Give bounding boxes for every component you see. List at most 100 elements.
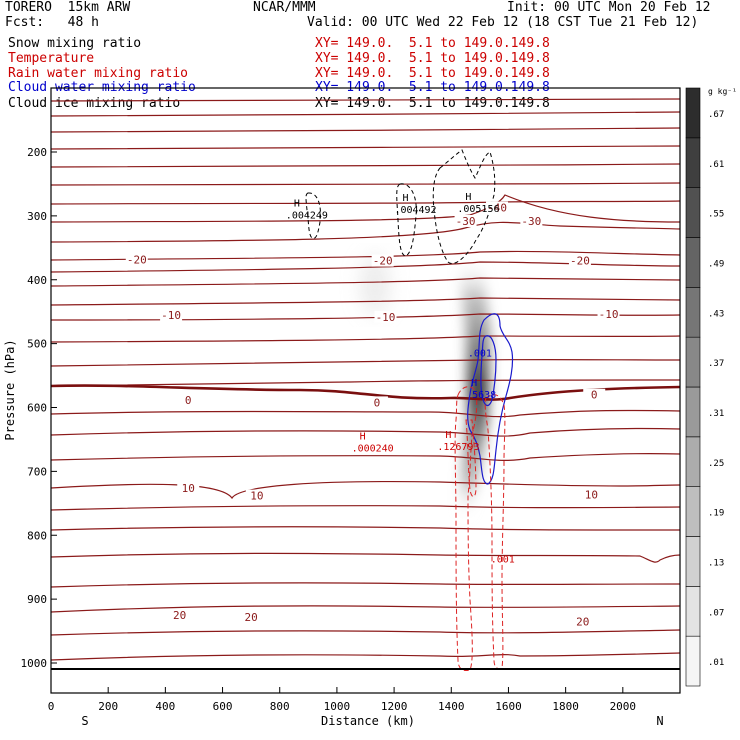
isotherm-line [51, 277, 680, 287]
legend-xy-temperature: XY= 149.0. 5.1 to 149.0.149.8 [315, 51, 550, 66]
y-tick-label: 800 [27, 529, 47, 542]
x-end-label-south: S [81, 714, 88, 728]
plot-frame [50, 87, 681, 694]
isotherm-line [51, 127, 680, 133]
colorbar-tick-label: .61 [708, 160, 724, 170]
legend-name-temperature: Temperature [8, 51, 95, 66]
x-tick-label: 800 [270, 700, 290, 713]
temperature-label-bg [160, 308, 183, 321]
snow-contour [305, 192, 321, 239]
x-tick-label: 1400 [438, 700, 465, 713]
forecast-hour: Fcst: 48 h [5, 15, 99, 30]
y-tick-label: 500 [27, 338, 47, 351]
colorbar-segment [685, 137, 701, 188]
x-axis: 0 200 400 600 800 1000 1200 1400 1600 1800 2000 S N D… [48, 687, 664, 728]
colorbar-tick-label: .67 [708, 110, 724, 120]
colorbar-segment [685, 87, 701, 139]
isotherm-line [51, 98, 680, 102]
isotherm-line [51, 605, 680, 613]
temperature-label: 0 [185, 394, 192, 407]
temperature-label: 10 [585, 488, 598, 501]
isotherm-line [51, 111, 680, 117]
cloud-water-contours [467, 313, 514, 485]
maximum-marker: H [471, 378, 477, 389]
isotherm-line [51, 297, 680, 306]
snow-shading-faint [361, 255, 389, 315]
y-tick-label: 300 [27, 210, 47, 223]
temperature-label-bg [571, 615, 594, 628]
isotherm-line [51, 335, 680, 343]
x-tick-label: 200 [98, 700, 118, 713]
cloud-water-contour [467, 313, 514, 485]
snow-contours [305, 149, 496, 264]
colorbar-segment [685, 187, 701, 238]
temperature-label: -20 [127, 253, 147, 266]
isotherm-line [51, 652, 680, 661]
temperature-isotherms [51, 98, 680, 661]
contour-value-label: .001 [491, 555, 515, 566]
colorbar-tick-label: .13 [708, 558, 724, 568]
isotherm-line [51, 200, 680, 205]
y-tick-label: 900 [27, 593, 47, 606]
maximum-marker: H [360, 431, 366, 442]
isotherm-line [51, 182, 680, 186]
colorbar-tick-label: .37 [708, 359, 724, 369]
maximum-marker: H [294, 198, 300, 209]
contour-value-labels: .001 .001 [468, 348, 515, 565]
y-axis-title: Pressure (hPa) [3, 339, 17, 440]
temperature-label-bg [177, 393, 200, 406]
temperature-label-bg [365, 396, 388, 409]
x-end-label-north: N [656, 714, 663, 728]
isotherm-line-zero [51, 384, 680, 401]
org-label: NCAR/MMM [253, 0, 316, 15]
temperature-label: 20 [173, 609, 186, 622]
temperature-label: -20 [373, 255, 393, 268]
isotherm-line [51, 629, 680, 636]
x-tick-label: 2000 [610, 700, 637, 713]
legend-xy-rain: XY= 149.0. 5.1 to 149.0.149.8 [315, 66, 550, 81]
isotherm-line [51, 526, 680, 531]
temperature-label-bg [580, 488, 603, 501]
isotherm-line [51, 250, 680, 261]
y-tick-label: 600 [27, 402, 47, 415]
x-axis-title: Distance (km) [321, 714, 415, 728]
maximum-value: .126793 [437, 442, 479, 453]
maximum-value: .004249 [286, 210, 328, 221]
colorbar-segment [685, 287, 701, 338]
temperature-label: 10 [182, 482, 195, 495]
isotherm-line [51, 358, 680, 367]
isotherm-line [51, 582, 680, 588]
temperature-label: -20 [570, 255, 590, 268]
maximum-marker: H [445, 430, 451, 441]
maximum-value: .005156 [457, 204, 499, 215]
isotherm-line [51, 505, 680, 511]
y-tick-label: 1000 [21, 657, 48, 670]
x-tick-label: 1000 [324, 700, 351, 713]
isotherm-line [51, 194, 680, 223]
colorbar-unit: g kg⁻¹ [708, 87, 737, 96]
x-tick-label: 0 [48, 700, 55, 713]
y-tick-label: 200 [27, 146, 47, 159]
colorbar-tick-label: .19 [708, 509, 724, 519]
colorbar-tick-label: .31 [708, 409, 724, 419]
temperature-label-bg [125, 253, 148, 266]
temperature-label-bg [177, 481, 200, 494]
rain-contour [454, 386, 478, 671]
x-tick-label: 1800 [552, 700, 579, 713]
temperature-label-bg [568, 254, 591, 267]
temperature-label-bg [583, 388, 606, 401]
snow-contour [396, 183, 417, 257]
rain-contours [454, 386, 506, 671]
rain-contour [465, 419, 477, 497]
colorbar-segment [685, 336, 701, 388]
isotherm-line [51, 221, 680, 243]
contour-value-label: .001 [468, 348, 492, 359]
temperature-label: 20 [576, 615, 589, 628]
colorbar-segment [685, 635, 701, 687]
y-axis: 200 300 400 500 600 700 800 900 1000 Pressure (hP… [3, 146, 57, 670]
temperature-label-bg [240, 611, 263, 624]
legend-name-cloud-ice: Cloud ice mixing ratio [8, 96, 181, 111]
temperature-label: -10 [161, 309, 181, 322]
temperature-label: -30 [521, 215, 541, 228]
